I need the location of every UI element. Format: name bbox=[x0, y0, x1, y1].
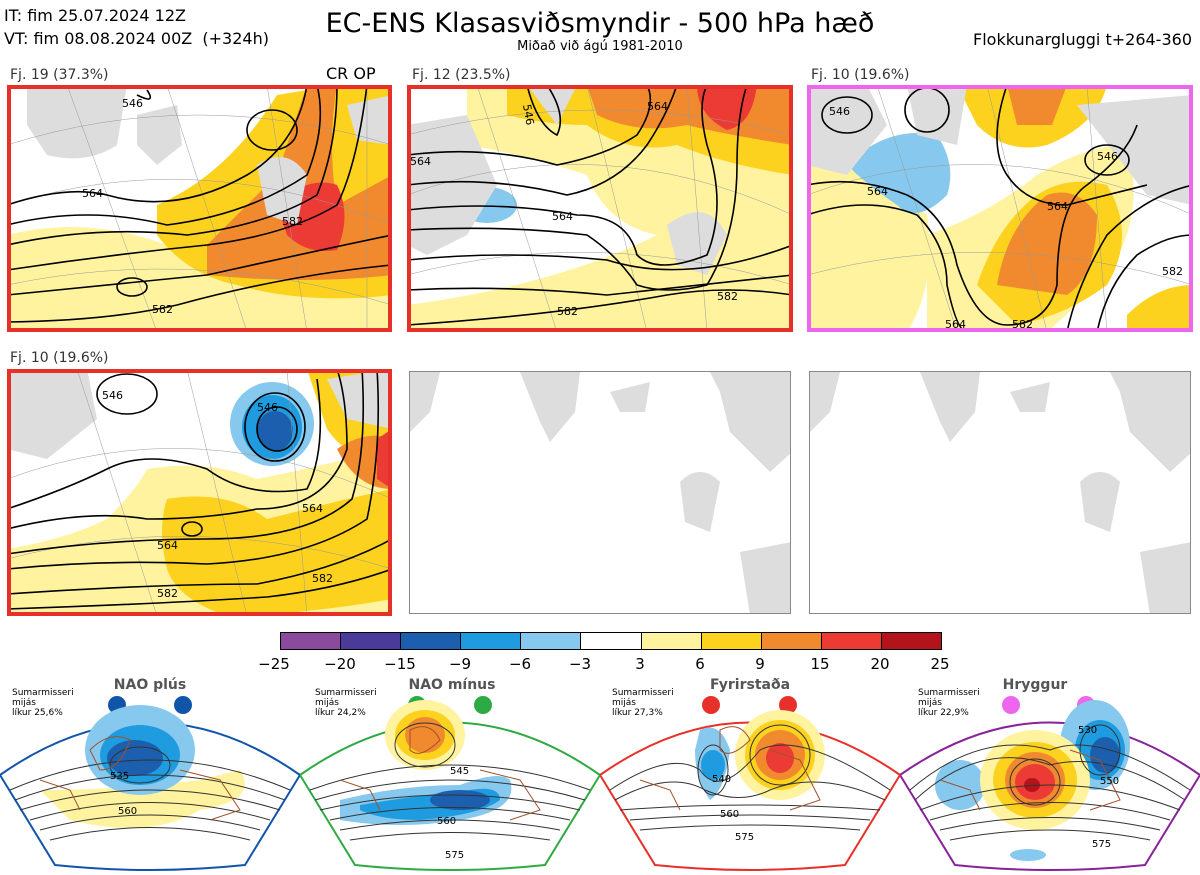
colorbar-swatch bbox=[401, 633, 462, 649]
contour-label: 582 bbox=[282, 215, 303, 228]
contour-label: 545 bbox=[450, 766, 469, 777]
panel-1-border bbox=[7, 85, 392, 332]
regime-map-ridge: 530 550 575 bbox=[898, 690, 1200, 871]
contour-label: 582 bbox=[557, 305, 578, 318]
contour-label: 546 bbox=[122, 97, 143, 110]
panel-2-border bbox=[407, 85, 793, 332]
colorbar-tick: −9 bbox=[448, 655, 472, 673]
valid-time: VT: fim 08.08.2024 00Z (+324h) bbox=[4, 29, 269, 48]
colorbar-tick: −15 bbox=[384, 655, 416, 673]
colorbar-tick: 9 bbox=[755, 655, 765, 673]
colorbar-tick: −25 bbox=[258, 655, 290, 673]
contour-label: 564 bbox=[82, 187, 103, 200]
contour-label: 564 bbox=[410, 155, 431, 168]
colorbar-tick: 20 bbox=[870, 655, 890, 673]
regime-4-name: Hryggur bbox=[1002, 677, 1068, 693]
colorbar-tick: 6 bbox=[695, 655, 705, 673]
colorbar-tick: −3 bbox=[568, 655, 592, 673]
contour-label: 560 bbox=[720, 809, 739, 820]
panel-4-border bbox=[7, 369, 392, 616]
panel-2-label: Fj. 12 (23.5%) bbox=[412, 67, 511, 83]
regime-3-name: Fyrirstaða bbox=[709, 677, 791, 693]
colorbar-tick: −6 bbox=[508, 655, 532, 673]
contour-label: 582 bbox=[152, 303, 173, 316]
contour-label: 575 bbox=[735, 832, 754, 843]
cluster-map-1: 546 564 582 582 bbox=[7, 85, 392, 332]
page-title: EC-ENS Klasasviðsmyndir - 500 hPa hæð bbox=[325, 8, 875, 39]
contour-label: 564 bbox=[647, 100, 668, 113]
contour-label: 582 bbox=[312, 572, 333, 585]
regime-3-info: Sumarmisseri mijás líkur 27,3% bbox=[612, 688, 674, 718]
contour-label: 564 bbox=[945, 318, 966, 331]
empty-map-5 bbox=[409, 371, 791, 614]
colorbar-swatch bbox=[821, 633, 882, 649]
colorbar-swatch bbox=[701, 633, 762, 649]
regime-1-info: Sumarmisseri mijás líkur 25,6% bbox=[12, 688, 74, 718]
contour-label: 582 bbox=[717, 290, 738, 303]
colorbar-swatch bbox=[641, 633, 702, 649]
contour-label: 564 bbox=[552, 210, 573, 223]
contour-label: 530 bbox=[1078, 725, 1097, 736]
colorbar-tick: −20 bbox=[324, 655, 356, 673]
contour-label: 546 bbox=[102, 389, 123, 402]
page-subtitle: Miðað við ágú 1981-2010 bbox=[517, 39, 683, 54]
regime-4-info: Sumarmisseri mijás líkur 22,9% bbox=[918, 688, 980, 718]
colorbar-tick: 15 bbox=[810, 655, 830, 673]
colorbar-swatch bbox=[461, 633, 522, 649]
contour-label: 546 bbox=[520, 103, 536, 126]
contour-label: 575 bbox=[445, 850, 464, 861]
panel-3-border bbox=[807, 85, 1193, 332]
colorbar-swatch bbox=[581, 633, 642, 649]
regime-map-nao-minus: 545 560 575 bbox=[298, 690, 602, 871]
panel-1-label: Fj. 19 (37.3%) bbox=[10, 67, 109, 83]
colorbar-swatch bbox=[281, 633, 342, 649]
contour-label: 564 bbox=[867, 185, 888, 198]
colorbar-ticks: −25 −20 −15 −9 −6 −3 3 6 9 15 20 25 bbox=[258, 655, 962, 675]
empty-map-6 bbox=[809, 371, 1191, 614]
colorbar-tick: 25 bbox=[930, 655, 950, 673]
contour-label: 564 bbox=[157, 539, 178, 552]
colorbar-swatch bbox=[341, 633, 402, 649]
regime-map-blocking: 540 560 575 bbox=[598, 690, 902, 871]
classification-window: Flokkunargluggi t+264-360 bbox=[973, 30, 1192, 49]
contour-label: 540 bbox=[712, 774, 731, 785]
contour-label: 546 bbox=[829, 105, 850, 118]
contour-label: 546 bbox=[257, 401, 278, 414]
panel-1-tag: CR OP bbox=[326, 64, 376, 83]
contour-label: 575 bbox=[1092, 839, 1111, 850]
contour-label: 560 bbox=[118, 806, 137, 817]
colorbar-swatch bbox=[521, 633, 582, 649]
colorbar-tick: 3 bbox=[635, 655, 645, 673]
cluster-map-2: 546 564 564 564 582 582 bbox=[407, 85, 793, 332]
cluster-map-4: 546 546 564 564 582 582 bbox=[7, 369, 392, 616]
colorbar-swatch bbox=[761, 633, 822, 649]
contour-label: 582 bbox=[157, 587, 178, 600]
panel-3-label: Fj. 10 (19.6%) bbox=[811, 67, 910, 83]
contour-label: 535 bbox=[110, 771, 129, 782]
contour-label: 582 bbox=[1162, 265, 1183, 278]
contour-label: 582 bbox=[1012, 318, 1033, 331]
header-times: IT: fim 25.07.2024 12Z VT: fim 08.08.2024… bbox=[4, 4, 269, 50]
contour-label: 560 bbox=[437, 816, 456, 827]
regime-1-name: NAO plús bbox=[113, 677, 187, 693]
regime-map-nao-plus: 535 560 bbox=[0, 690, 302, 871]
colorbar bbox=[280, 632, 942, 650]
panel-4-label: Fj. 10 (19.6%) bbox=[10, 350, 109, 366]
contour-label: 546 bbox=[1097, 150, 1118, 163]
regime-2-info: Sumarmisseri mijás líkur 24,2% bbox=[315, 688, 377, 718]
issue-time: IT: fim 25.07.2024 12Z bbox=[4, 6, 186, 25]
contour-label: 564 bbox=[1047, 200, 1068, 213]
contour-label: 550 bbox=[1100, 776, 1119, 787]
cluster-map-3: 546 546 564 564 564 582 582 bbox=[807, 85, 1193, 332]
contour-label: 564 bbox=[302, 502, 323, 515]
colorbar-swatch bbox=[881, 633, 942, 649]
regime-2-name: NAO mínus bbox=[408, 677, 496, 693]
